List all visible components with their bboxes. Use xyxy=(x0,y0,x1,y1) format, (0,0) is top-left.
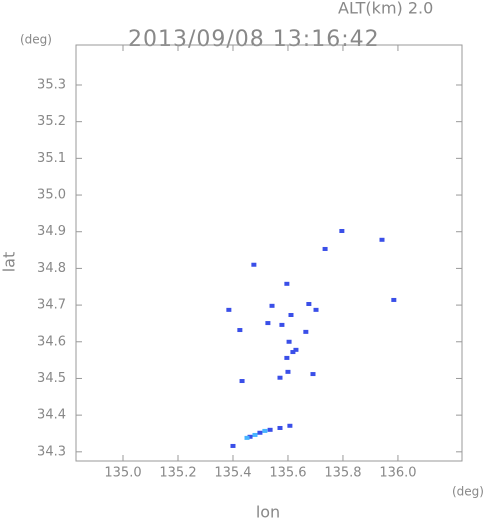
altitude-label: ALT(km) 2.0 xyxy=(338,0,433,18)
echo-cell xyxy=(277,375,283,380)
x-axis-label: lon xyxy=(256,503,280,521)
y-tick-label: 34.6 xyxy=(37,334,66,349)
echo-cell xyxy=(339,228,345,233)
plot-frame xyxy=(75,44,463,462)
echo-cell xyxy=(257,430,263,435)
echo-cell xyxy=(285,369,291,374)
y-axis-label: lat xyxy=(0,252,19,273)
y-unit: (deg) xyxy=(20,33,52,47)
y-tick-label: 34.5 xyxy=(37,371,66,386)
y-tick-label: 34.7 xyxy=(37,298,66,313)
y-tick-label: 34.4 xyxy=(37,408,66,423)
echo-cell xyxy=(288,312,294,317)
y-tick-label: 34.8 xyxy=(37,261,66,276)
echo-cell xyxy=(262,428,268,433)
y-tick-label: 35.2 xyxy=(37,114,66,129)
x-tick-label: 135.8 xyxy=(324,466,361,481)
echo-cell xyxy=(306,301,312,306)
echo-cell xyxy=(286,339,292,344)
echo-cell xyxy=(230,443,236,448)
echo-cell xyxy=(322,246,328,251)
y-tick-label: 34.9 xyxy=(37,224,66,239)
echo-cell xyxy=(247,434,253,439)
echo-cell xyxy=(269,303,275,308)
x-tick-label: 135.2 xyxy=(159,466,196,481)
echo-cell xyxy=(267,427,273,432)
echo-cell xyxy=(287,423,293,428)
chart-title: 2013/09/08 13:16:42 xyxy=(128,27,380,52)
echo-cell xyxy=(277,425,283,430)
echo-cell xyxy=(239,379,245,384)
echo-cell xyxy=(244,435,250,440)
echo-cell xyxy=(303,329,309,334)
echo-cell xyxy=(313,307,319,312)
y-tick-label: 35.3 xyxy=(37,77,66,92)
echo-cell xyxy=(290,350,296,355)
y-tick-label: 34.3 xyxy=(37,444,66,459)
x-tick-label: 136.0 xyxy=(379,466,416,481)
x-unit: (deg) xyxy=(452,485,484,499)
echo-cell xyxy=(251,262,257,267)
x-tick-label: 135.6 xyxy=(269,466,306,481)
y-tick-label: 35.0 xyxy=(37,188,66,203)
echo-cell xyxy=(284,281,290,286)
x-tick-label: 135.4 xyxy=(214,466,251,481)
echo-cell xyxy=(293,347,299,352)
echo-cell xyxy=(279,322,285,327)
y-tick-label: 35.1 xyxy=(37,151,66,166)
echo-cell xyxy=(265,321,271,326)
echo-cell xyxy=(252,432,258,437)
echo-cell xyxy=(391,297,397,302)
echo-cell xyxy=(226,307,232,312)
echo-cell xyxy=(379,237,385,242)
echo-cell xyxy=(310,372,316,377)
echo-cell xyxy=(237,328,243,333)
x-tick-label: 135.0 xyxy=(104,466,141,481)
echo-cell xyxy=(284,355,290,360)
